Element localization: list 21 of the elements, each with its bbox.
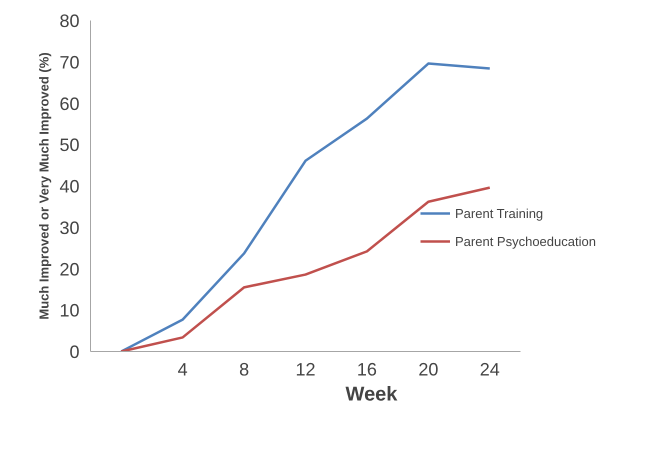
x-tick-label: 12 <box>295 360 316 380</box>
line-series <box>120 62 492 352</box>
y-tick-label: 30 <box>59 218 80 238</box>
x-tick-label: 4 <box>178 360 188 380</box>
y-tick-label: 60 <box>59 94 80 114</box>
y-tick-label: 40 <box>59 176 80 196</box>
legend-label: Parent Training <box>455 206 544 220</box>
y-tick-label: 50 <box>59 135 80 156</box>
y-tick-label: 0 <box>69 342 80 362</box>
y-tick-label: 10 <box>59 300 80 321</box>
y-tick-label: 80 <box>59 11 80 31</box>
legend-label: Parent Psychoeducation <box>455 234 596 248</box>
y-tick-label: 20 <box>59 259 80 280</box>
x-tick-label: 24 <box>480 360 500 380</box>
x-tick-label: 16 <box>356 360 377 380</box>
x-tick-label: 20 <box>418 360 438 380</box>
x-axis-title: Week <box>346 384 398 406</box>
x-tick-label: 8 <box>239 360 250 380</box>
y-tick-label: 70 <box>59 52 80 72</box>
line-series <box>120 186 492 352</box>
y-axis-title: Much Improved or Very Much Improved (%) <box>36 52 52 320</box>
